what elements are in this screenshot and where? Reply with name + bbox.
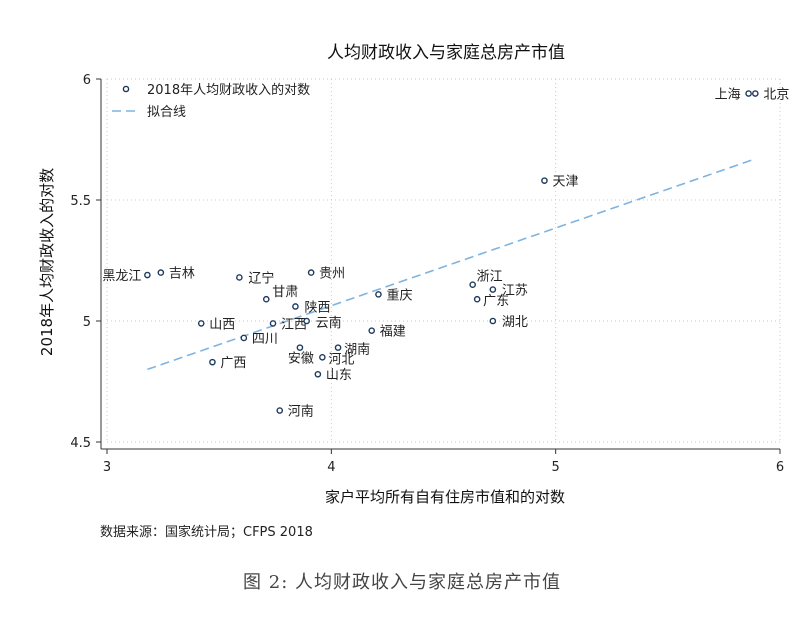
point-label: 江西	[281, 317, 307, 332]
data-point	[262, 295, 270, 303]
point-label: 浙江	[477, 270, 503, 285]
data-point	[276, 407, 284, 414]
y-tick-label: 6	[83, 73, 91, 88]
x-tick-label: 5	[552, 460, 560, 475]
data-point	[334, 344, 342, 351]
point-label: 河南	[288, 404, 314, 420]
point-label: 上海	[715, 88, 741, 103]
point-label: 辽宁	[248, 270, 274, 286]
y-tick-label: 4.5	[70, 436, 91, 451]
data-point	[375, 291, 382, 298]
point-label: 甘肃	[272, 285, 298, 300]
y-tick-label: 5	[83, 315, 91, 330]
data-point	[296, 344, 304, 351]
data-point	[240, 334, 248, 342]
chart-title: 人均财政收入与家庭总房产市值	[327, 43, 565, 63]
grid-lines	[106, 78, 781, 443]
data-point	[197, 320, 205, 327]
point-label: 吉林	[169, 267, 195, 282]
point-label: 河北	[328, 352, 354, 367]
point-label: 广西	[220, 356, 246, 371]
data-point	[489, 317, 497, 325]
x-axis-title: 家户平均所有自有住房市值和的对数	[325, 488, 565, 506]
data-point	[209, 358, 216, 366]
point-label: 贵州	[319, 267, 345, 282]
y-tick-label: 5.5	[70, 194, 91, 209]
point-label: 湖南	[344, 342, 370, 358]
data-point	[489, 286, 497, 293]
data-point	[307, 269, 315, 276]
fit-line	[147, 158, 756, 371]
point-label: 黑龙江	[102, 269, 141, 284]
x-tick-label: 4	[327, 460, 335, 475]
data-point	[368, 327, 376, 334]
legend-marker-points	[122, 85, 130, 93]
point-label: 四川	[252, 332, 278, 347]
point-label: 重庆	[386, 287, 412, 303]
legend-label-points: 2018年人均财政收入的对数	[147, 82, 310, 98]
data-point	[745, 90, 752, 97]
x-tick-label: 6	[776, 460, 784, 475]
point-label: 天津	[552, 175, 578, 190]
data-source-note: 数据来源：国家统计局；CFPS 2018	[100, 525, 313, 540]
data-point	[144, 271, 151, 279]
point-label: 福建	[380, 325, 406, 340]
point-label: 云南	[316, 315, 342, 331]
data-point	[469, 281, 476, 289]
data-point	[157, 269, 165, 276]
point-label: 广东	[483, 294, 509, 309]
fit-line-layer	[147, 158, 756, 371]
data-point	[541, 177, 548, 184]
data-point	[752, 90, 759, 97]
point-label: 安徽	[288, 352, 314, 367]
data-point	[236, 274, 243, 281]
point-label: 江苏	[502, 283, 528, 299]
figure-caption: 图 2: 人均财政收入与家庭总房产市值	[243, 572, 561, 593]
data-point	[303, 317, 310, 325]
point-label: 北京	[763, 88, 789, 103]
data-point	[269, 320, 277, 327]
point-label: 山东	[326, 368, 352, 383]
data-point	[319, 353, 326, 361]
y-axis-title: 2018年人均财政收入的对数	[38, 168, 56, 356]
data-point	[292, 303, 299, 310]
point-label: 陕西	[304, 300, 330, 315]
point-label: 湖北	[502, 315, 528, 330]
axes: 3 4 5 6 4.5 5 5.5 6	[70, 73, 784, 475]
x-tick-label: 3	[103, 460, 111, 475]
data-point	[314, 370, 322, 378]
data-point	[473, 295, 481, 303]
legend-label-fit: 拟合线	[147, 105, 186, 120]
point-label: 山西	[209, 317, 235, 332]
